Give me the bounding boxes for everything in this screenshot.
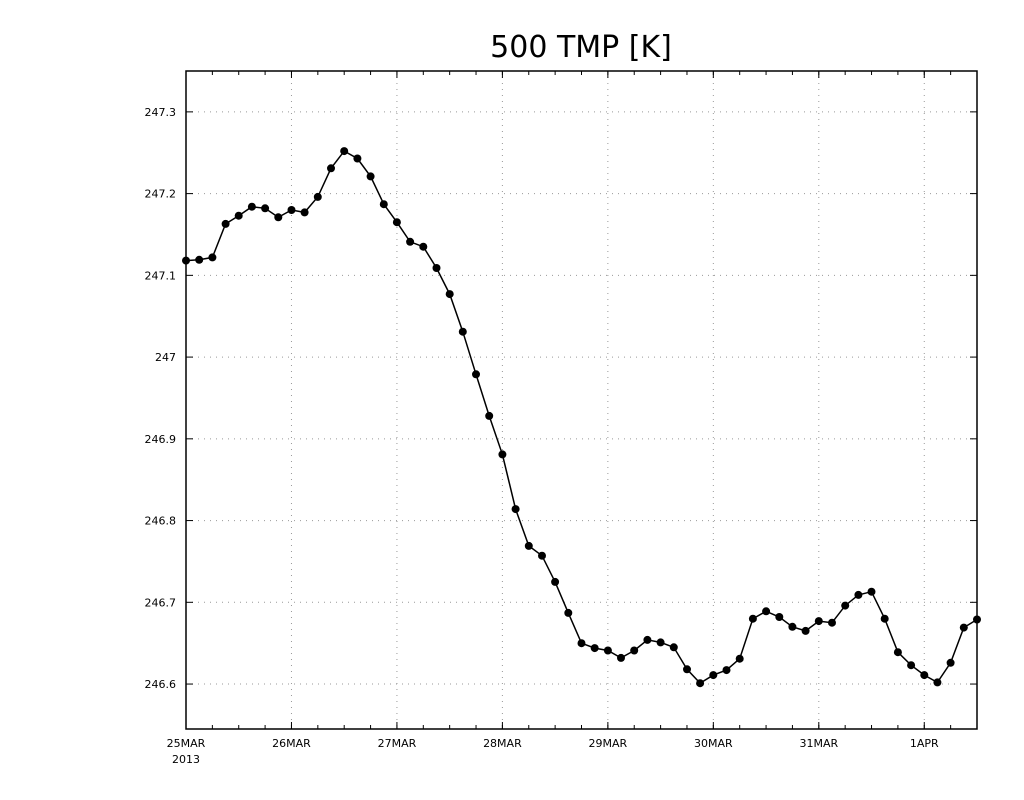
y-tick-label: 246.8 bbox=[145, 515, 177, 528]
data-point bbox=[498, 450, 507, 459]
plot-frame bbox=[185, 70, 978, 730]
data-point bbox=[485, 411, 494, 420]
data-point bbox=[524, 541, 533, 550]
data-point bbox=[208, 253, 217, 262]
data-point bbox=[234, 211, 243, 220]
data-point bbox=[867, 587, 876, 596]
data-point bbox=[300, 208, 309, 217]
x-tick-label: 30MAR bbox=[694, 737, 733, 750]
data-point bbox=[603, 646, 612, 655]
y-tick-label: 246.6 bbox=[145, 678, 177, 691]
data-point bbox=[669, 643, 678, 652]
x-tick-label: 25MAR bbox=[167, 737, 206, 750]
x-tick-label: 29MAR bbox=[589, 737, 628, 750]
data-point bbox=[946, 658, 955, 667]
data-point bbox=[564, 608, 573, 617]
data-point bbox=[327, 164, 335, 173]
data-point bbox=[432, 264, 441, 272]
data-point bbox=[801, 626, 810, 635]
data-point bbox=[472, 370, 480, 379]
data-point bbox=[340, 147, 349, 156]
data-point bbox=[933, 678, 942, 687]
data-point bbox=[775, 613, 784, 621]
data-point bbox=[445, 290, 454, 299]
y-tick-label: 246.7 bbox=[145, 596, 177, 609]
data-point bbox=[841, 601, 850, 610]
data-point bbox=[419, 242, 428, 251]
data-point bbox=[247, 202, 256, 211]
x-tick-label: 27MAR bbox=[378, 737, 417, 750]
data-point bbox=[814, 617, 823, 626]
data-point bbox=[195, 255, 204, 264]
data-point bbox=[735, 654, 744, 663]
x-tick-label: 26MAR bbox=[272, 737, 311, 750]
data-point bbox=[709, 671, 718, 680]
data-point bbox=[221, 219, 230, 228]
axis-layer: 246.6 246.7 246.8 246.9 247 247.1 247.2 247.3 25… bbox=[145, 71, 978, 766]
data-point bbox=[577, 639, 586, 648]
y-tick-label: 247.2 bbox=[145, 188, 177, 201]
data-point bbox=[379, 200, 388, 209]
y-tick-label: 247.1 bbox=[145, 269, 177, 282]
data-point bbox=[617, 653, 625, 662]
data-point bbox=[920, 671, 929, 680]
y-tick-label: 246.9 bbox=[145, 433, 177, 446]
y-tick-label: 247.3 bbox=[145, 106, 177, 119]
data-point bbox=[353, 154, 362, 163]
data-point bbox=[854, 590, 863, 599]
data-point bbox=[538, 551, 546, 560]
data-point bbox=[959, 623, 968, 632]
data-point bbox=[828, 618, 836, 627]
data-point bbox=[313, 192, 322, 201]
data-point bbox=[630, 646, 639, 655]
data-point bbox=[643, 635, 652, 644]
data-point bbox=[907, 661, 916, 670]
series-line bbox=[185, 150, 978, 685]
data-point bbox=[696, 679, 705, 688]
x-year-label: 2013 bbox=[172, 753, 200, 766]
data-point bbox=[511, 505, 520, 514]
data-point bbox=[458, 327, 467, 336]
x-tick-label: 28MAR bbox=[483, 737, 522, 750]
y-tick-label: 247 bbox=[155, 351, 176, 364]
data-point bbox=[788, 622, 797, 631]
grid-layer bbox=[186, 71, 977, 729]
data-point bbox=[748, 614, 757, 623]
data-point bbox=[880, 614, 889, 623]
data-point bbox=[366, 172, 375, 181]
data-point bbox=[590, 644, 599, 653]
x-tick-label: 31MAR bbox=[799, 737, 838, 750]
data-point bbox=[656, 638, 665, 647]
data-point bbox=[274, 213, 283, 222]
data-point bbox=[551, 577, 560, 586]
data-point bbox=[762, 607, 771, 616]
data-point bbox=[392, 218, 401, 227]
chart-title: 500 TMP [K] bbox=[490, 30, 672, 65]
data-point bbox=[893, 648, 902, 657]
series-layer bbox=[182, 147, 981, 688]
data-point bbox=[683, 665, 691, 674]
data-point bbox=[261, 204, 270, 213]
data-point bbox=[287, 206, 296, 214]
data-point bbox=[406, 237, 415, 246]
data-point bbox=[722, 666, 731, 675]
x-tick-label: 1APR bbox=[910, 737, 939, 750]
